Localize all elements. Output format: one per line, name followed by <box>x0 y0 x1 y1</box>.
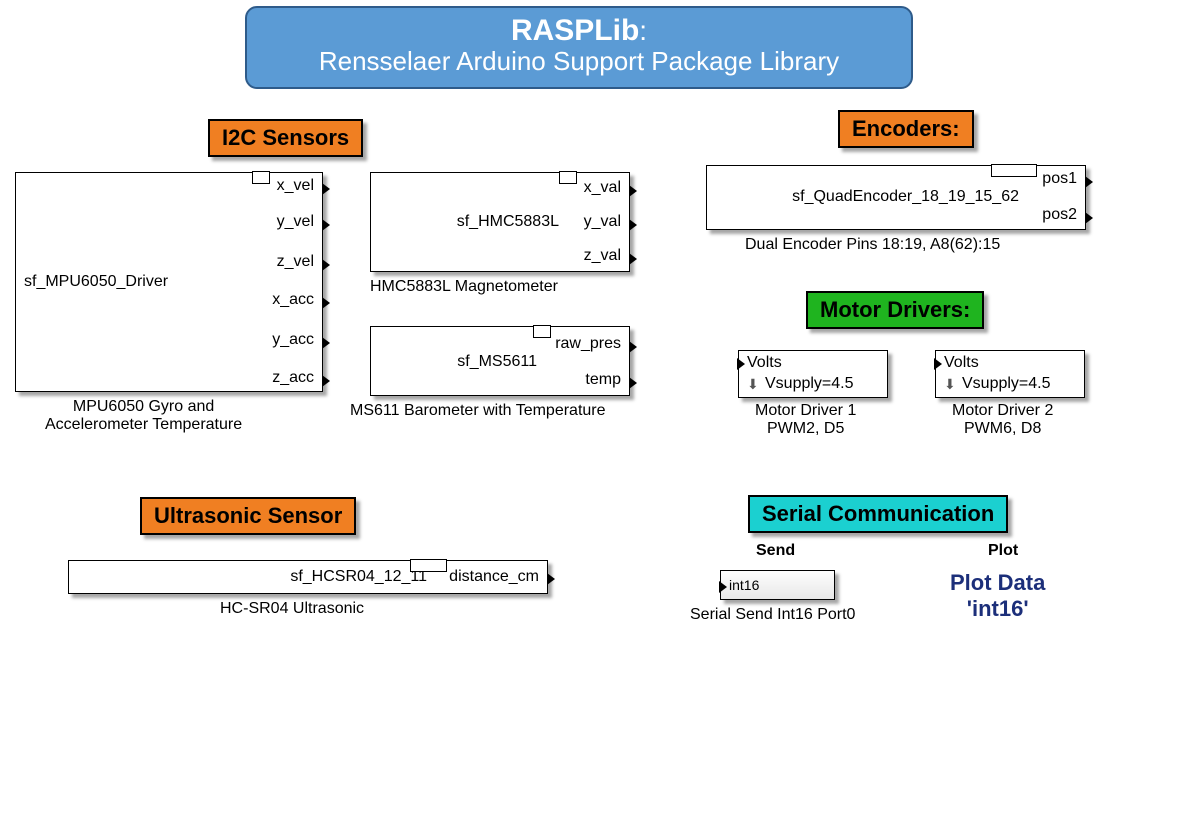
section-label-ultrasonic: Ultrasonic Sensor <box>140 497 356 535</box>
port-out-icon <box>1085 176 1093 188</box>
title-bold: RASPLib <box>511 14 639 47</box>
port-label: raw_pres <box>555 335 621 353</box>
section-label-serial: Serial Communication <box>748 495 1008 533</box>
caption-line: Motor Driver 1 <box>755 402 856 419</box>
port-out-icon <box>322 297 330 309</box>
port-out-icon <box>322 259 330 271</box>
port-label: x_acc <box>272 291 314 309</box>
port-label: y_val <box>584 213 621 231</box>
port-label: y_vel <box>277 213 314 231</box>
notch-icon <box>991 164 1037 177</box>
section-label-encoders: Encoders: <box>838 110 974 148</box>
caption-hcsr04: HC-SR04 Ultrasonic <box>220 600 364 618</box>
plot-header: Plot <box>988 542 1018 560</box>
port-out-icon <box>629 341 637 353</box>
param-text: Vsupply=4.5 <box>765 375 854 393</box>
port-out-icon <box>547 573 555 585</box>
caption-quad-encoder: Dual Encoder Pins 18:19, A8(62):15 <box>745 236 1000 254</box>
block-hcsr04[interactable]: sf_HCSR04_12_11 distance_cm <box>68 560 548 594</box>
port-label: Volts <box>944 354 979 372</box>
caption-serial-send: Serial Send Int16 Port0 <box>690 606 855 624</box>
caption-line: Accelerometer Temperature <box>45 416 242 433</box>
plot-line2: 'int16' <box>967 596 1029 621</box>
block-quad-encoder[interactable]: sf_QuadEncoder_18_19_15_62 pos1 pos2 <box>706 165 1086 230</box>
port-out-icon <box>322 219 330 231</box>
port-out-icon <box>629 253 637 265</box>
title-subtitle: Rensselaer Arduino Support Package Libra… <box>287 46 871 77</box>
port-label: pos2 <box>1042 206 1077 224</box>
block-ms5611[interactable]: sf_MS5611 raw_pres temp <box>370 326 630 396</box>
plot-line1: Plot Data <box>950 570 1045 595</box>
block-ms5611-name: sf_MS5611 <box>457 353 537 371</box>
section-label-motor: Motor Drivers: <box>806 291 984 329</box>
mask-arrow-icon: ⬇ <box>747 376 759 393</box>
block-hcsr04-name: sf_HCSR04_12_11 <box>290 568 427 586</box>
caption-mpu6050: MPU6050 Gyro and Accelerometer Temperatu… <box>45 398 242 434</box>
section-label-i2c: I2C Sensors <box>208 119 363 157</box>
caption-line: PWM2, D5 <box>767 420 844 437</box>
title-suffix: : <box>639 15 647 46</box>
serial-send-text: int16 <box>729 577 759 593</box>
port-out-icon <box>629 219 637 231</box>
notch-icon <box>533 325 551 338</box>
caption-line: PWM6, D8 <box>964 420 1041 437</box>
port-label: distance_cm <box>449 568 539 586</box>
port-in-icon <box>737 358 745 370</box>
port-out-icon <box>322 375 330 387</box>
port-out-icon <box>1085 212 1093 224</box>
block-motor1[interactable]: Volts ⬇ Vsupply=4.5 <box>738 350 888 398</box>
caption-line: MPU6050 Gyro and <box>73 398 214 415</box>
port-out-icon <box>629 377 637 389</box>
title-banner: RASPLib: Rensselaer Arduino Support Pack… <box>245 6 913 89</box>
caption-hmc5883l: HMC5883L Magnetometer <box>370 278 558 296</box>
block-mpu6050-name: sf_MPU6050_Driver <box>24 273 168 291</box>
notch-icon <box>410 559 447 572</box>
port-out-icon <box>322 183 330 195</box>
caption-line: Motor Driver 2 <box>952 402 1053 419</box>
port-in-icon <box>934 358 942 370</box>
caption-ms5611: MS611 Barometer with Temperature <box>350 402 606 420</box>
block-quad-encoder-name: sf_QuadEncoder_18_19_15_62 <box>792 188 1019 206</box>
notch-icon <box>559 171 577 184</box>
caption-motor2: Motor Driver 2 PWM6, D8 <box>952 402 1053 438</box>
block-hmc5883l[interactable]: sf_HMC5883L x_val y_val z_val <box>370 172 630 272</box>
port-in-icon <box>719 581 727 593</box>
param-text: Vsupply=4.5 <box>962 375 1051 393</box>
port-label: pos1 <box>1042 170 1077 188</box>
port-label: z_val <box>584 247 621 265</box>
port-out-icon <box>629 185 637 197</box>
port-out-icon <box>322 337 330 349</box>
plot-data-label[interactable]: Plot Data 'int16' <box>950 570 1045 622</box>
notch-icon <box>252 171 270 184</box>
port-label: temp <box>585 371 621 389</box>
port-label: z_acc <box>272 369 314 387</box>
caption-motor1: Motor Driver 1 PWM2, D5 <box>755 402 856 438</box>
block-mpu6050[interactable]: sf_MPU6050_Driver x_vel y_vel z_vel x_ac… <box>15 172 323 392</box>
mask-arrow-icon: ⬇ <box>944 376 956 393</box>
block-serial-send[interactable]: int16 <box>720 570 835 600</box>
block-hmc5883l-name: sf_HMC5883L <box>457 213 559 231</box>
port-label: x_val <box>584 179 621 197</box>
port-label: Volts <box>747 354 782 372</box>
port-label: y_acc <box>272 331 314 349</box>
port-label: z_vel <box>277 253 314 271</box>
serial-send-header: Send <box>756 542 795 560</box>
port-label: x_vel <box>277 177 314 195</box>
block-motor2[interactable]: Volts ⬇ Vsupply=4.5 <box>935 350 1085 398</box>
